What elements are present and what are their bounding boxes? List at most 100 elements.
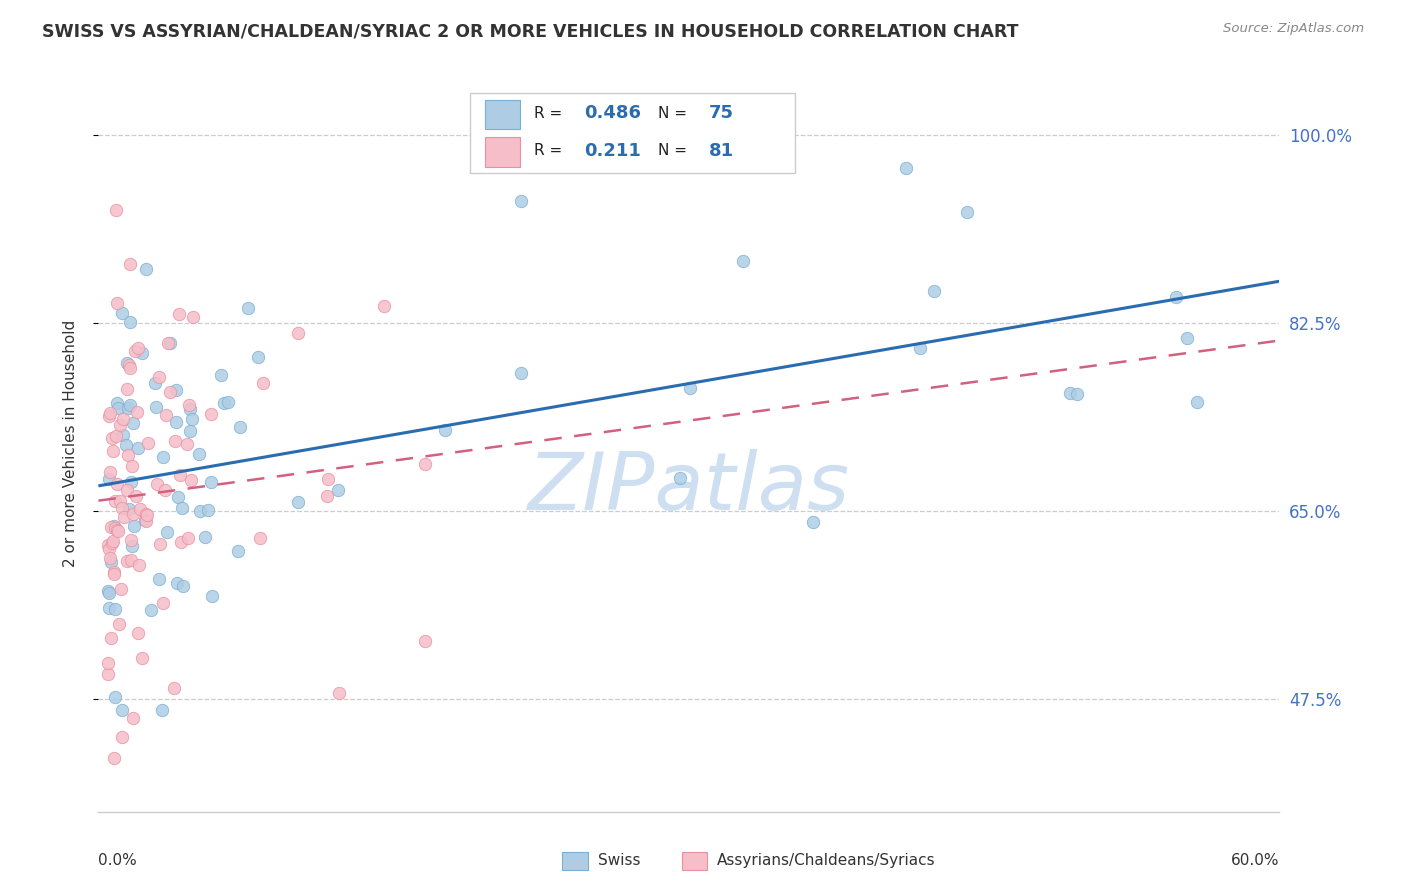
Text: 0.0%: 0.0% bbox=[98, 854, 138, 868]
Point bbox=[181, 412, 204, 426]
Text: Assyrians/Chaldeans/Syriacs: Assyrians/Chaldeans/Syriacs bbox=[717, 854, 935, 868]
Point bbox=[124, 489, 146, 503]
Point bbox=[122, 519, 145, 533]
Point bbox=[105, 395, 128, 409]
Point bbox=[510, 194, 533, 208]
Point bbox=[98, 407, 121, 421]
Point bbox=[163, 434, 186, 448]
Point bbox=[145, 400, 167, 414]
Point bbox=[103, 751, 125, 765]
Point bbox=[108, 417, 131, 432]
Point bbox=[803, 515, 825, 529]
Point bbox=[135, 262, 157, 277]
Point bbox=[136, 436, 159, 450]
Point bbox=[115, 356, 138, 370]
Point bbox=[104, 203, 127, 218]
Point bbox=[200, 407, 222, 421]
Point bbox=[122, 416, 145, 430]
Point bbox=[165, 416, 187, 430]
Point bbox=[111, 501, 134, 516]
Text: N =: N = bbox=[658, 144, 692, 158]
Point bbox=[128, 558, 150, 572]
Point bbox=[107, 524, 129, 538]
Point bbox=[136, 508, 159, 523]
Point bbox=[97, 472, 120, 486]
Point bbox=[124, 343, 146, 358]
Point bbox=[108, 617, 131, 632]
Point bbox=[287, 495, 309, 509]
Point bbox=[896, 161, 918, 176]
Point bbox=[176, 437, 198, 451]
Point bbox=[107, 401, 129, 415]
Point bbox=[103, 602, 125, 616]
Point bbox=[156, 335, 179, 350]
Point bbox=[181, 310, 204, 324]
Point bbox=[120, 315, 142, 329]
Point bbox=[127, 342, 149, 356]
Point bbox=[111, 428, 134, 442]
Point bbox=[100, 555, 122, 569]
Point bbox=[131, 650, 153, 665]
Point bbox=[117, 401, 139, 415]
Point bbox=[1059, 385, 1081, 400]
Point bbox=[228, 420, 250, 434]
Point bbox=[97, 538, 120, 552]
Point bbox=[97, 409, 120, 424]
Point bbox=[179, 424, 201, 438]
Point bbox=[373, 299, 395, 313]
Point bbox=[163, 681, 186, 696]
Point bbox=[108, 494, 131, 508]
Point bbox=[118, 502, 141, 516]
Point bbox=[247, 350, 270, 364]
Point bbox=[212, 396, 235, 410]
Point bbox=[112, 509, 135, 524]
Point bbox=[1175, 330, 1198, 344]
Point bbox=[733, 253, 755, 268]
Text: R =: R = bbox=[534, 144, 568, 158]
Point bbox=[152, 596, 174, 610]
Point bbox=[115, 554, 138, 568]
Y-axis label: 2 or more Vehicles in Household: 2 or more Vehicles in Household bbox=[63, 320, 77, 567]
Point bbox=[127, 405, 149, 419]
Point bbox=[217, 394, 239, 409]
Text: SWISS VS ASSYRIAN/CHALDEAN/SYRIAC 2 OR MORE VEHICLES IN HOUSEHOLD CORRELATION CH: SWISS VS ASSYRIAN/CHALDEAN/SYRIAC 2 OR M… bbox=[42, 22, 1019, 40]
FancyBboxPatch shape bbox=[485, 100, 520, 129]
Text: Swiss: Swiss bbox=[598, 854, 640, 868]
Point bbox=[188, 446, 211, 460]
Point bbox=[1166, 290, 1188, 304]
Point bbox=[434, 423, 457, 437]
Point bbox=[98, 586, 121, 600]
Point bbox=[249, 531, 271, 545]
Point bbox=[117, 448, 139, 462]
Text: 81: 81 bbox=[709, 142, 734, 160]
Point bbox=[100, 536, 122, 550]
FancyBboxPatch shape bbox=[485, 137, 520, 167]
Point bbox=[170, 501, 193, 516]
Point bbox=[97, 601, 120, 615]
Point bbox=[177, 399, 200, 413]
Point bbox=[111, 730, 134, 744]
Point bbox=[117, 382, 139, 396]
Point bbox=[180, 473, 202, 487]
Point bbox=[908, 341, 931, 355]
Point bbox=[669, 471, 692, 485]
Point bbox=[117, 483, 139, 497]
Point bbox=[287, 326, 309, 340]
Point bbox=[104, 690, 127, 704]
Point bbox=[146, 476, 169, 491]
Point bbox=[110, 582, 132, 596]
Point bbox=[188, 503, 211, 517]
Point bbox=[159, 336, 181, 351]
Point bbox=[98, 466, 121, 480]
Point bbox=[120, 475, 142, 489]
Point bbox=[149, 536, 172, 550]
Point bbox=[155, 408, 177, 422]
Point bbox=[678, 381, 700, 395]
Point bbox=[118, 360, 141, 375]
Point bbox=[128, 502, 150, 516]
Point bbox=[143, 376, 166, 391]
Point bbox=[134, 513, 156, 527]
Point bbox=[1185, 395, 1208, 409]
Point bbox=[209, 368, 232, 383]
Point bbox=[170, 534, 193, 549]
